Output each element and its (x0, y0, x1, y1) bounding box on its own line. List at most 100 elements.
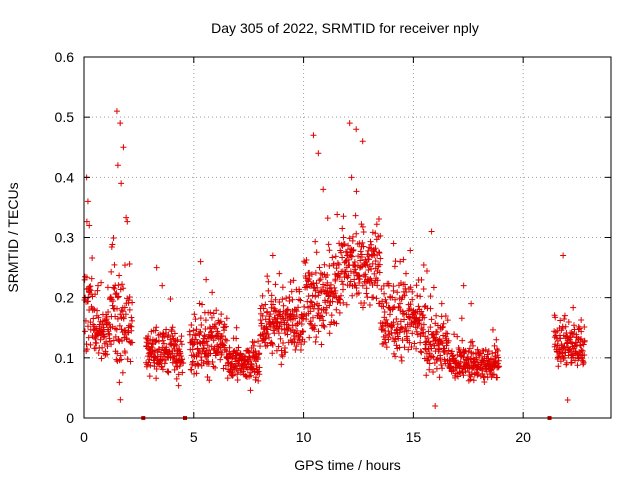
data-point (311, 322, 318, 329)
data-point (200, 345, 207, 352)
data-point (272, 281, 279, 288)
data-point (175, 382, 182, 389)
data-point (284, 317, 291, 324)
data-point (178, 333, 185, 340)
data-point (570, 354, 577, 361)
data-point (346, 120, 353, 127)
data-point (283, 295, 290, 302)
data-point (336, 309, 343, 316)
data-point (198, 321, 205, 328)
data-point (305, 293, 312, 300)
data-point (326, 330, 333, 337)
data-point (316, 302, 323, 309)
y-tick-label: 0 (66, 410, 74, 426)
data-point (332, 287, 339, 294)
data-point (312, 293, 319, 300)
data-point (193, 370, 200, 377)
data-point (346, 235, 353, 242)
data-point (202, 325, 209, 332)
data-point (97, 336, 104, 343)
data-point (91, 306, 98, 313)
data-point (467, 373, 474, 380)
data-point (275, 330, 282, 337)
data-point (340, 281, 347, 288)
data-point (129, 317, 136, 324)
data-point (405, 327, 412, 334)
data-point (335, 270, 342, 277)
data-point (114, 162, 121, 169)
data-point (424, 335, 431, 342)
data-point (581, 337, 588, 344)
data-point (153, 365, 160, 372)
data-point (269, 340, 276, 347)
data-point (401, 344, 408, 351)
data-point (433, 312, 440, 319)
data-point (108, 244, 115, 251)
data-point (413, 328, 420, 335)
data-point (458, 315, 465, 322)
data-point (206, 377, 213, 384)
y-tick-label: 0.5 (55, 109, 75, 125)
data-point (296, 296, 303, 303)
data-point (474, 346, 481, 353)
data-point (324, 271, 331, 278)
data-point (457, 358, 464, 365)
data-point (262, 301, 269, 308)
data-point (296, 288, 303, 295)
data-point (393, 316, 400, 323)
data-point (268, 298, 275, 305)
data-point (567, 339, 574, 346)
data-point (436, 374, 443, 381)
data-point (325, 241, 332, 248)
data-point (444, 330, 451, 337)
data-point (89, 255, 96, 262)
data-point (146, 373, 153, 380)
data-point (217, 318, 224, 325)
data-point (122, 349, 129, 356)
data-point (126, 306, 133, 313)
data-point (208, 328, 215, 335)
data-point (268, 292, 275, 299)
data-point (324, 297, 331, 304)
data-point (389, 324, 396, 331)
data-point (341, 241, 348, 248)
data-point (207, 309, 214, 316)
data-point (349, 233, 356, 240)
data-point (420, 286, 427, 293)
data-point (366, 301, 373, 308)
plot-frame (83, 56, 612, 419)
data-point (377, 255, 384, 262)
data-point (570, 304, 577, 311)
data-point (348, 174, 355, 181)
data-point (192, 316, 199, 323)
data-point (301, 338, 308, 345)
data-point (153, 337, 160, 344)
data-point (368, 241, 375, 248)
data-point (278, 325, 285, 332)
data-point (235, 344, 242, 351)
data-point (259, 312, 266, 319)
data-point (295, 304, 302, 311)
data-point (372, 230, 379, 237)
data-point (189, 336, 196, 343)
data-point (269, 350, 276, 357)
data-point (121, 262, 128, 269)
data-point (117, 120, 124, 127)
data-point (309, 292, 316, 299)
data-point (555, 353, 562, 360)
data-point (279, 284, 286, 291)
data-point (288, 312, 295, 319)
data-point (345, 256, 352, 263)
data-point (302, 259, 309, 266)
y-tick-label: 0.6 (55, 49, 75, 65)
data-point (196, 331, 203, 338)
data-point (349, 292, 356, 299)
data-point (382, 296, 389, 303)
data-point (328, 288, 335, 295)
data-point (152, 327, 159, 334)
data-point (465, 348, 472, 355)
data-point (263, 325, 270, 332)
data-point (427, 324, 434, 331)
data-point (385, 328, 392, 335)
data-points (81, 108, 588, 409)
